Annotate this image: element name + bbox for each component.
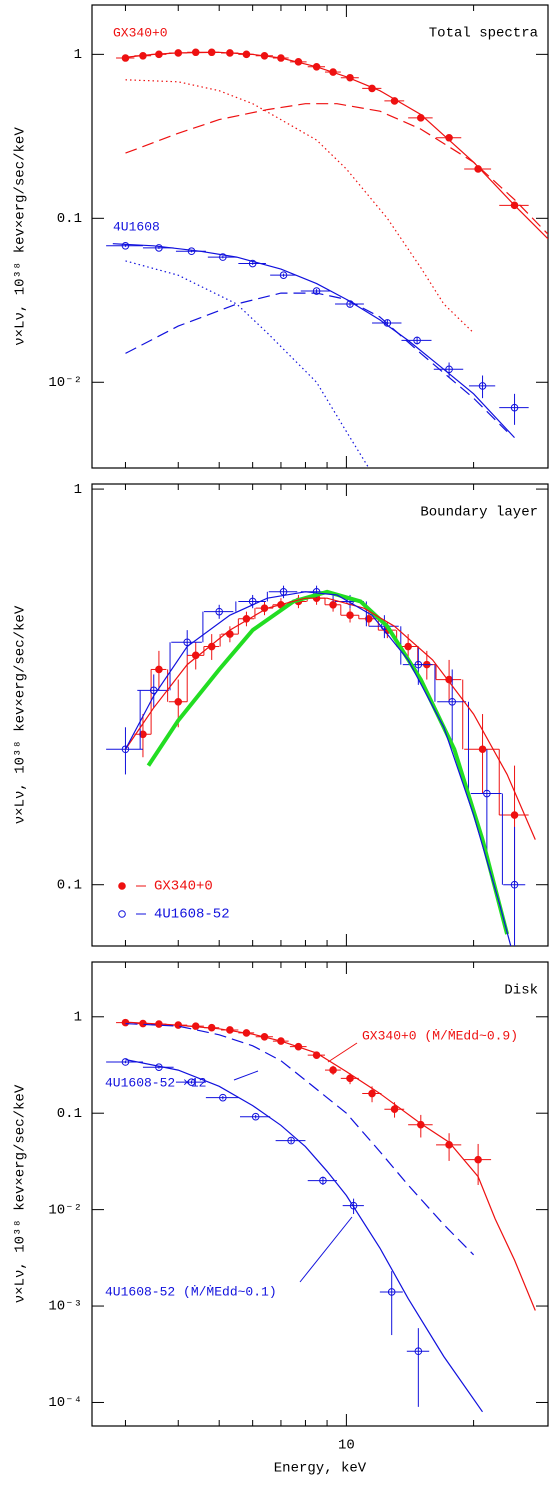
model-curve — [146, 589, 510, 935]
frame — [91, 961, 549, 1427]
data-point — [387, 1288, 396, 1296]
data-point — [346, 1074, 354, 1083]
data-point — [414, 660, 423, 669]
data-point — [215, 607, 223, 616]
annotation: 4U1608-52 (Ṁ/ṀEdd~0.1) — [105, 1284, 277, 1299]
model-curve — [124, 591, 512, 946]
data-point — [390, 1105, 399, 1114]
data-point — [187, 1078, 196, 1086]
data-point — [251, 1112, 260, 1121]
y-axis-label: ν×Lν, 10³⁸ kev×erg/sec/keV — [13, 1084, 29, 1303]
data-point — [287, 1136, 295, 1145]
model-curve — [125, 51, 548, 240]
y-tick-label: 10⁻⁴ — [48, 1395, 82, 1411]
data-point — [349, 1201, 358, 1210]
data-point — [510, 880, 519, 889]
model-curve — [125, 1059, 483, 1413]
data-point — [155, 244, 163, 252]
panel: 1 0.1 Boundary layer ν×Lν, 10³⁸ kev×erg/sec… — [13, 482, 549, 947]
data-point — [478, 382, 487, 390]
data-point — [219, 253, 227, 261]
annotation: GX340+0 (Ṁ/ṀEdd~0.9) — [362, 1028, 518, 1043]
plot-area — [106, 48, 548, 468]
data-point — [174, 697, 183, 706]
data-point — [329, 600, 337, 609]
frame — [91, 4, 549, 469]
leader-line — [233, 1070, 259, 1081]
legend-label: 4U1608-52 — [154, 907, 230, 923]
data-point — [279, 271, 288, 279]
model-curve — [125, 79, 475, 334]
data-point — [155, 665, 163, 674]
data-point — [448, 697, 457, 706]
model-curve — [125, 1023, 475, 1256]
panel: 1 0.1 10⁻² Total spectra ν×Lν, 10³⁸ kev×erg/… — [13, 4, 549, 469]
data-point — [404, 642, 412, 651]
annotation: 4U1608-52 ×12 — [105, 1075, 206, 1090]
data-point — [474, 1155, 482, 1164]
panel-title: Boundary layer — [420, 505, 538, 521]
y-tick-label: 0.1 — [57, 877, 82, 893]
data-point — [510, 811, 519, 819]
data-point — [365, 615, 373, 623]
y-tick-label: 10⁻² — [48, 375, 82, 391]
data-point — [207, 642, 216, 651]
data-point — [483, 789, 491, 798]
x-axis-label: Energy, keV — [274, 1461, 367, 1477]
model-curve — [125, 597, 536, 840]
data-point — [319, 1176, 327, 1185]
y-tick-label: 0.1 — [57, 1106, 82, 1122]
panel-title: Disk — [504, 983, 538, 999]
data-point — [187, 247, 196, 256]
data-point — [478, 745, 487, 754]
data-point — [121, 745, 130, 754]
y-tick-label: 0.1 — [57, 211, 82, 227]
y-tick-label: 10⁻² — [48, 1202, 82, 1218]
model-curve — [125, 103, 548, 235]
frame — [91, 483, 549, 947]
y-axis-label: ν×Lν, 10³⁸ kev×erg/sec/keV — [13, 127, 29, 346]
data-point — [248, 259, 257, 268]
legend-label: GX340+0 — [154, 879, 213, 895]
plot-area — [106, 1018, 536, 1413]
legend-marker — [118, 882, 126, 890]
data-point — [312, 287, 321, 295]
data-point — [346, 611, 354, 619]
plot-area — [106, 585, 536, 946]
data-point — [121, 241, 130, 250]
data-point — [417, 114, 425, 122]
x-tick-label: 10 — [338, 1438, 355, 1454]
model-curve — [125, 1021, 536, 1311]
y-tick-label: 1 — [74, 47, 82, 63]
data-point — [121, 54, 130, 62]
y-tick-label: 1 — [74, 482, 82, 498]
data-point — [510, 403, 519, 412]
legend-marker — [118, 910, 126, 918]
y-tick-label: 10⁻³ — [48, 1299, 82, 1315]
model-curve — [125, 292, 508, 433]
annotation: 4U1608 — [113, 219, 160, 234]
data-point — [445, 365, 453, 374]
data-point — [368, 1089, 376, 1098]
data-point — [329, 1066, 337, 1074]
y-axis-label: ν×Lν, 10³⁸ kev×erg/sec/keV — [13, 605, 29, 824]
data-point — [183, 638, 192, 647]
data-point — [413, 336, 421, 345]
data-point — [121, 1058, 130, 1066]
data-point — [414, 1347, 423, 1356]
model-curve — [125, 260, 370, 468]
model-curve — [112, 243, 515, 439]
annotation: GX340+0 — [113, 25, 168, 40]
leader-line — [299, 1216, 353, 1283]
data-point — [219, 1093, 227, 1102]
leader-line — [327, 1042, 358, 1063]
panel-title: Total spectra — [429, 26, 538, 42]
y-tick-label: 1 — [74, 1009, 82, 1025]
panel: 1 0.1 10⁻² 10⁻³ 10⁻⁴ 10 Disk ν×Lν, 10³⁸ kev×erg… — [13, 961, 549, 1477]
